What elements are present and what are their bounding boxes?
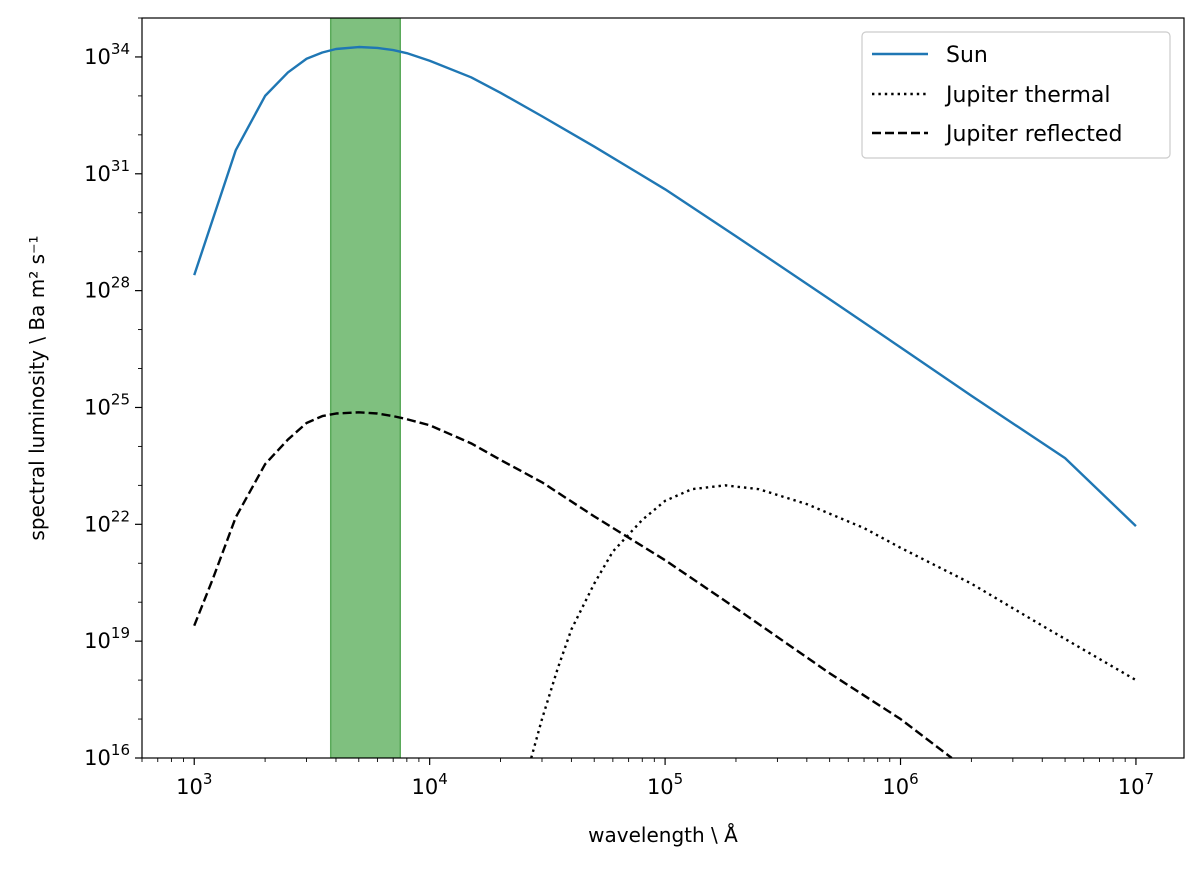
x-tick-label: 107 (1118, 770, 1154, 799)
x-axis-label: wavelength \ Å (588, 823, 738, 847)
x-tick-label: 106 (882, 770, 918, 799)
series-line-jupiter-thermal (530, 484, 1137, 758)
visible-band (329, 18, 401, 758)
y-tick-label: 1019 (84, 624, 130, 653)
x-tick-label: 103 (176, 770, 212, 799)
y-axis-label: spectral luminosity \ Ba m² s⁻¹ (25, 235, 49, 540)
series-line-jupiter-reflected (193, 411, 953, 758)
x-tick-label: 105 (647, 770, 683, 799)
y-tick-label: 1028 (84, 274, 130, 303)
legend-jupiter-thermal-label: Jupiter thermal (944, 83, 1111, 108)
plot-frame (141, 17, 1185, 759)
y-tick-label: 1025 (84, 390, 130, 419)
legend-sun-label: Sun (946, 43, 988, 68)
series-line-sun (193, 45, 1137, 527)
legend: Sun Jupiter thermal Jupiter reflected (861, 31, 1171, 159)
y-tick-label: 1034 (84, 40, 130, 69)
y-tick-label: 1031 (84, 157, 130, 186)
legend-jupiter-reflected-label: Jupiter reflected (944, 122, 1122, 147)
legend-box (861, 31, 1171, 159)
y-tick-label: 1022 (84, 507, 130, 536)
y-tick-label: 1016 (84, 741, 130, 770)
x-tick-label: 104 (412, 770, 448, 799)
